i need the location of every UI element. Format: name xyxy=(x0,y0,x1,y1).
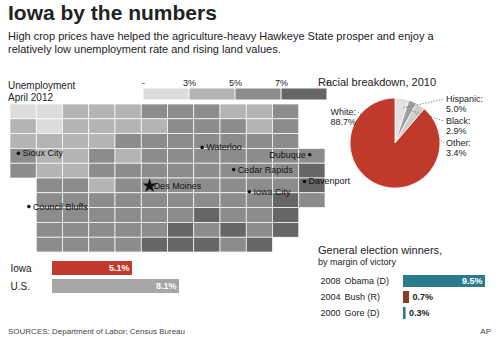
html-text:SOURCES: Department of Labor;: SOURCES: Department of Labor; Census Bur… xyxy=(8,327,185,336)
svg-text:Council Bluffs: Council Bluffs xyxy=(33,202,88,212)
html-text:General election winners,: General election winners, xyxy=(318,244,443,256)
svg-text:Davenport: Davenport xyxy=(309,176,351,186)
html-text:by margin of victory: by margin of victory xyxy=(318,257,396,267)
svg-text:Hispanic:5.0%: Hispanic:5.0% xyxy=(446,94,483,114)
svg-text:2000: 2000 xyxy=(321,308,341,318)
svg-text:Obama (D): Obama (D) xyxy=(345,276,390,286)
svg-text:2008: 2008 xyxy=(321,276,341,286)
html-text:Iowa by the numbers: Iowa by the numbers xyxy=(8,1,217,24)
svg-text:White:88.7%: White:88.7% xyxy=(330,107,356,127)
html-text:Racial breakdown, 2010: Racial breakdown, 2010 xyxy=(318,76,436,88)
svg-text:7%: 7% xyxy=(275,78,288,88)
svg-text:8.1%: 8.1% xyxy=(156,281,177,291)
svg-text:Other:3.4%: Other:3.4% xyxy=(446,138,471,158)
svg-text:Sioux City: Sioux City xyxy=(22,148,63,158)
svg-text:U.S.: U.S. xyxy=(11,281,30,292)
svg-text:3%: 3% xyxy=(183,78,196,88)
svg-text:Dubuque: Dubuque xyxy=(269,150,306,160)
svg-text:Waterloo: Waterloo xyxy=(206,142,242,152)
html-text:High crop prices have helped t: High crop prices have helped the agricul… xyxy=(8,30,434,55)
svg-text:0.3%: 0.3% xyxy=(409,308,430,318)
svg-text:Black:2.9%: Black:2.9% xyxy=(446,116,471,136)
html-text:Unemployment: Unemployment xyxy=(8,80,76,91)
html-text:AP: AP xyxy=(480,327,491,336)
svg-text:Iowa: Iowa xyxy=(11,263,33,274)
html-text:April 2012: April 2012 xyxy=(8,92,53,103)
svg-text:Iowa City: Iowa City xyxy=(253,187,291,197)
svg-text:-: - xyxy=(142,78,145,88)
svg-text:Des Moines: Des Moines xyxy=(154,181,202,191)
svg-text:5.1%: 5.1% xyxy=(109,263,130,273)
svg-text:9.5%: 9.5% xyxy=(462,276,483,286)
svg-text:5%: 5% xyxy=(229,78,242,88)
svg-text:2004: 2004 xyxy=(321,292,341,302)
svg-text:Gore (D): Gore (D) xyxy=(345,308,380,318)
svg-text:Cedar Rapids: Cedar Rapids xyxy=(238,165,294,175)
svg-text:0.7%: 0.7% xyxy=(413,292,434,302)
svg-text:Bush (R): Bush (R) xyxy=(345,292,381,302)
